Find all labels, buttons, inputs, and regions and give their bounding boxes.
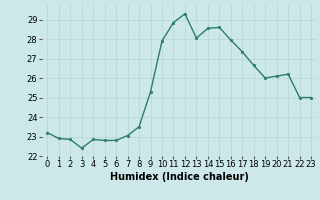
- X-axis label: Humidex (Indice chaleur): Humidex (Indice chaleur): [110, 172, 249, 182]
